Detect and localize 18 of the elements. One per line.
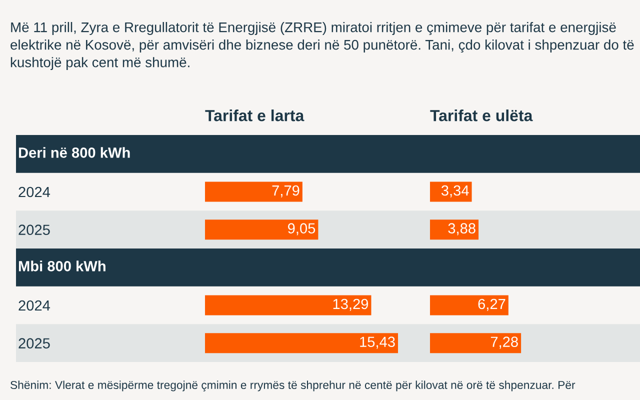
y-tick-label: 2025 [18,338,50,349]
y-tick-label: 2024 [18,300,50,311]
text: Mbi 800 kWh [18,260,106,272]
chart-title: Tarifat e ulëta [430,110,533,122]
data-label: 7,79 [272,185,300,198]
data-label: 3,88 [448,223,476,236]
data-label: 7,28 [490,336,518,349]
data-label: 6,27 [478,298,506,311]
text: Shënim: Vlerat e mësipërme tregojnë çmimin e rrymës të shprehur në centë për kilovat në orë të shpenzuar. Për [10,380,576,392]
data-label: 9,05 [288,223,316,236]
chart-title: Tarifat e larta [205,110,304,122]
y-tick-label: 2025 [18,224,50,236]
chart-subtitle: Më 11 prill, Zyra e Rregullatorit të Energjisë (ZRRE) miratoi rritjen e çmimeve për tarifat e energjisë elektrike në Kosovë, për amvisëri dhe biznese deri në 50 punëtorë. Tani, çdo kilovat i shpenzuar do të kushtojë pak cent më shumë. [10,22,634,70]
data-label: 13,29 [333,298,368,311]
data-label: 3,34 [441,185,469,198]
text: Deri në 800 kWh [18,147,130,158]
data-label: 15,43 [360,336,395,349]
y-tick-label: 2024 [18,186,50,198]
